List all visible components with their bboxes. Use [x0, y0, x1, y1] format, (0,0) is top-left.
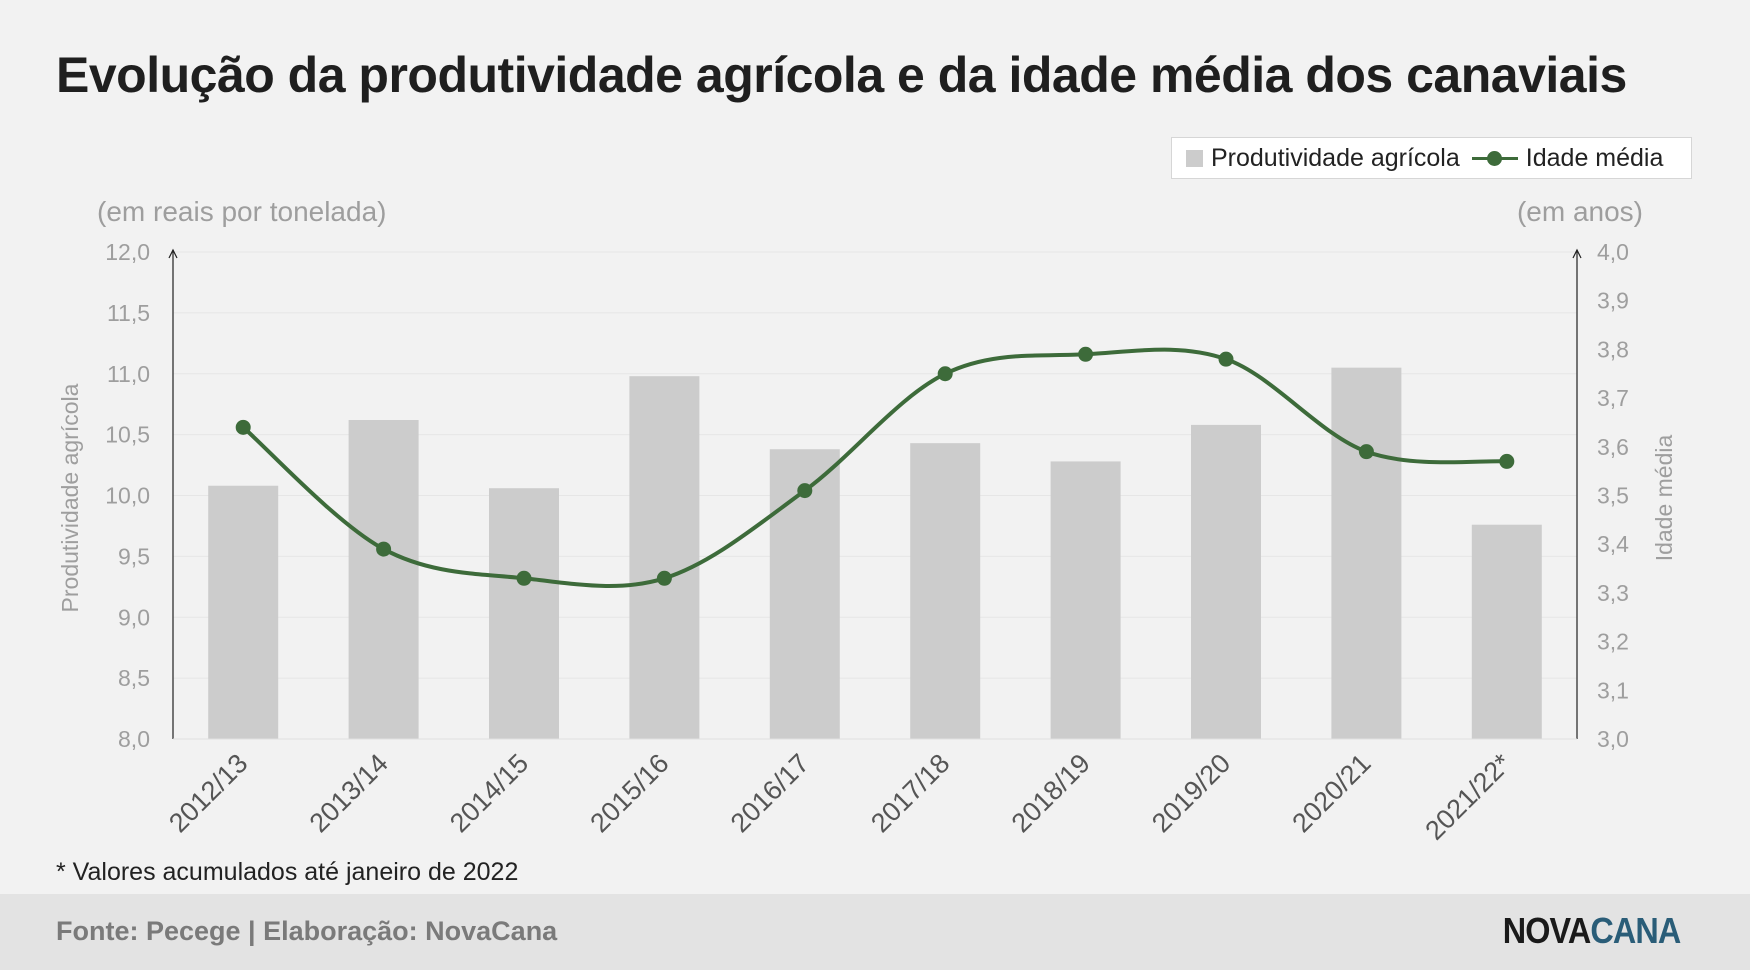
point-2012-13 — [235, 419, 251, 435]
legend-item-productivity: Produtividade agrícola — [1186, 144, 1460, 173]
x-tick-label: 2017/18 — [865, 748, 955, 838]
left-tick-label: 9,5 — [118, 543, 150, 569]
right-tick-label: 3,9 — [1597, 288, 1629, 314]
right-tick-label: 3,2 — [1597, 629, 1629, 655]
right-tick-label: 3,0 — [1597, 726, 1629, 752]
point-2014-15 — [516, 570, 532, 586]
right-axis-ticks: 3,0 3,1 3,2 3,3 3,4 3,5 3,6 3,7 3,8 3,9 4,0 — [1597, 239, 1629, 752]
legend-item-age: Idade média — [1460, 143, 1664, 173]
left-axis-arrow-icon — [168, 248, 178, 259]
footnote: * Valores acumulados até janeiro de 2022 — [56, 858, 519, 886]
point-2018-19 — [1078, 346, 1094, 362]
x-tick-label: 2021/22* — [1419, 748, 1517, 846]
right-axis-arrow-icon — [1572, 248, 1582, 259]
bar-2021-22- — [1471, 524, 1542, 739]
legend: Produtividade agrícola Idade média — [1171, 137, 1692, 179]
line-points — [235, 346, 1515, 586]
line-marker-icon — [1471, 148, 1518, 168]
legend-label-age: Idade média — [1525, 143, 1664, 172]
bar-swatch-icon — [1186, 149, 1203, 167]
right-tick-label: 3,4 — [1597, 531, 1629, 557]
point-2015-16 — [656, 570, 672, 586]
point-2021-22- — [1499, 453, 1515, 469]
bar-2012-13 — [208, 485, 279, 739]
bar-2013-14 — [348, 420, 419, 739]
left-tick-label: 12,0 — [105, 239, 150, 265]
left-tick-label: 9,0 — [118, 604, 150, 630]
bar-2019-20 — [1191, 424, 1261, 739]
source-text: Fonte: Pecege | Elaboração: NovaCana — [56, 916, 558, 946]
point-2017-18 — [937, 366, 953, 382]
right-tick-label: 3,3 — [1597, 580, 1629, 606]
right-tick-label: 3,7 — [1597, 385, 1629, 411]
right-tick-label: 3,8 — [1597, 336, 1629, 362]
chart-area: 8,08,59,09,510,010,511,011,512,0 3,03,13… — [57, 196, 1677, 846]
legend-label-productivity: Produtividade agrícola — [1211, 143, 1460, 172]
left-unit-label: (em reais por tonelada) — [97, 196, 386, 227]
bar-2015-16 — [629, 376, 700, 739]
x-tick-label: 2015/16 — [584, 748, 674, 838]
left-axis-ticks: 8,0 8,5 9,0 9,5 10,0 10,5 11,0 11,5 12,0 — [105, 239, 150, 752]
left-tick-label: 10,0 — [105, 483, 150, 509]
axes — [168, 248, 1582, 740]
bar-2020-21 — [1331, 367, 1402, 739]
x-tick-label: 2012/13 — [163, 748, 253, 838]
x-tick-label: 2018/19 — [1006, 748, 1096, 838]
point-2013-14 — [376, 541, 392, 557]
right-tick-label: 3,6 — [1597, 434, 1629, 460]
right-tick-label: 4,0 — [1597, 239, 1629, 265]
x-tick-label: 2019/20 — [1146, 748, 1236, 838]
left-tick-label: 8,5 — [118, 665, 150, 691]
x-axis-ticks: 2012/13 2013/14 2014/15 2015/16 2016/17 2017/… — [163, 748, 1517, 846]
right-tick-label: 3,1 — [1597, 677, 1629, 703]
x-tick-label: 2014/15 — [444, 748, 534, 838]
x-tick-label: 2020/21 — [1286, 748, 1376, 838]
x-tick-label: 2016/17 — [725, 748, 815, 838]
bar-2014-15 — [489, 488, 559, 739]
left-tick-label: 11,5 — [107, 300, 150, 326]
point-2020-21 — [1358, 444, 1374, 460]
footer: Fonte: Pecege | Elaboração: NovaCana NOV… — [0, 894, 1750, 970]
point-2019-20 — [1218, 351, 1234, 367]
left-tick-label: 10,5 — [105, 422, 150, 448]
x-tick-label: 2013/14 — [304, 748, 394, 838]
left-tick-label: 11,0 — [107, 361, 150, 387]
right-unit-label: (em anos) — [1517, 196, 1643, 227]
left-tick-label: 8,0 — [118, 726, 150, 752]
right-axis-title: Idade média — [1651, 434, 1677, 561]
bar-2018-19 — [1050, 461, 1121, 739]
left-axis-title: Produtividade agrícola — [57, 383, 83, 612]
chart-title: Evolução da produtividade agrícola e da … — [56, 47, 1627, 103]
novacana-logo: NOVACANA — [1502, 910, 1681, 951]
point-2016-17 — [797, 483, 813, 499]
right-tick-label: 3,5 — [1597, 483, 1629, 509]
series-line-idade-media — [241, 347, 1507, 588]
bars — [208, 367, 1542, 739]
bar-2017-18 — [910, 443, 981, 739]
